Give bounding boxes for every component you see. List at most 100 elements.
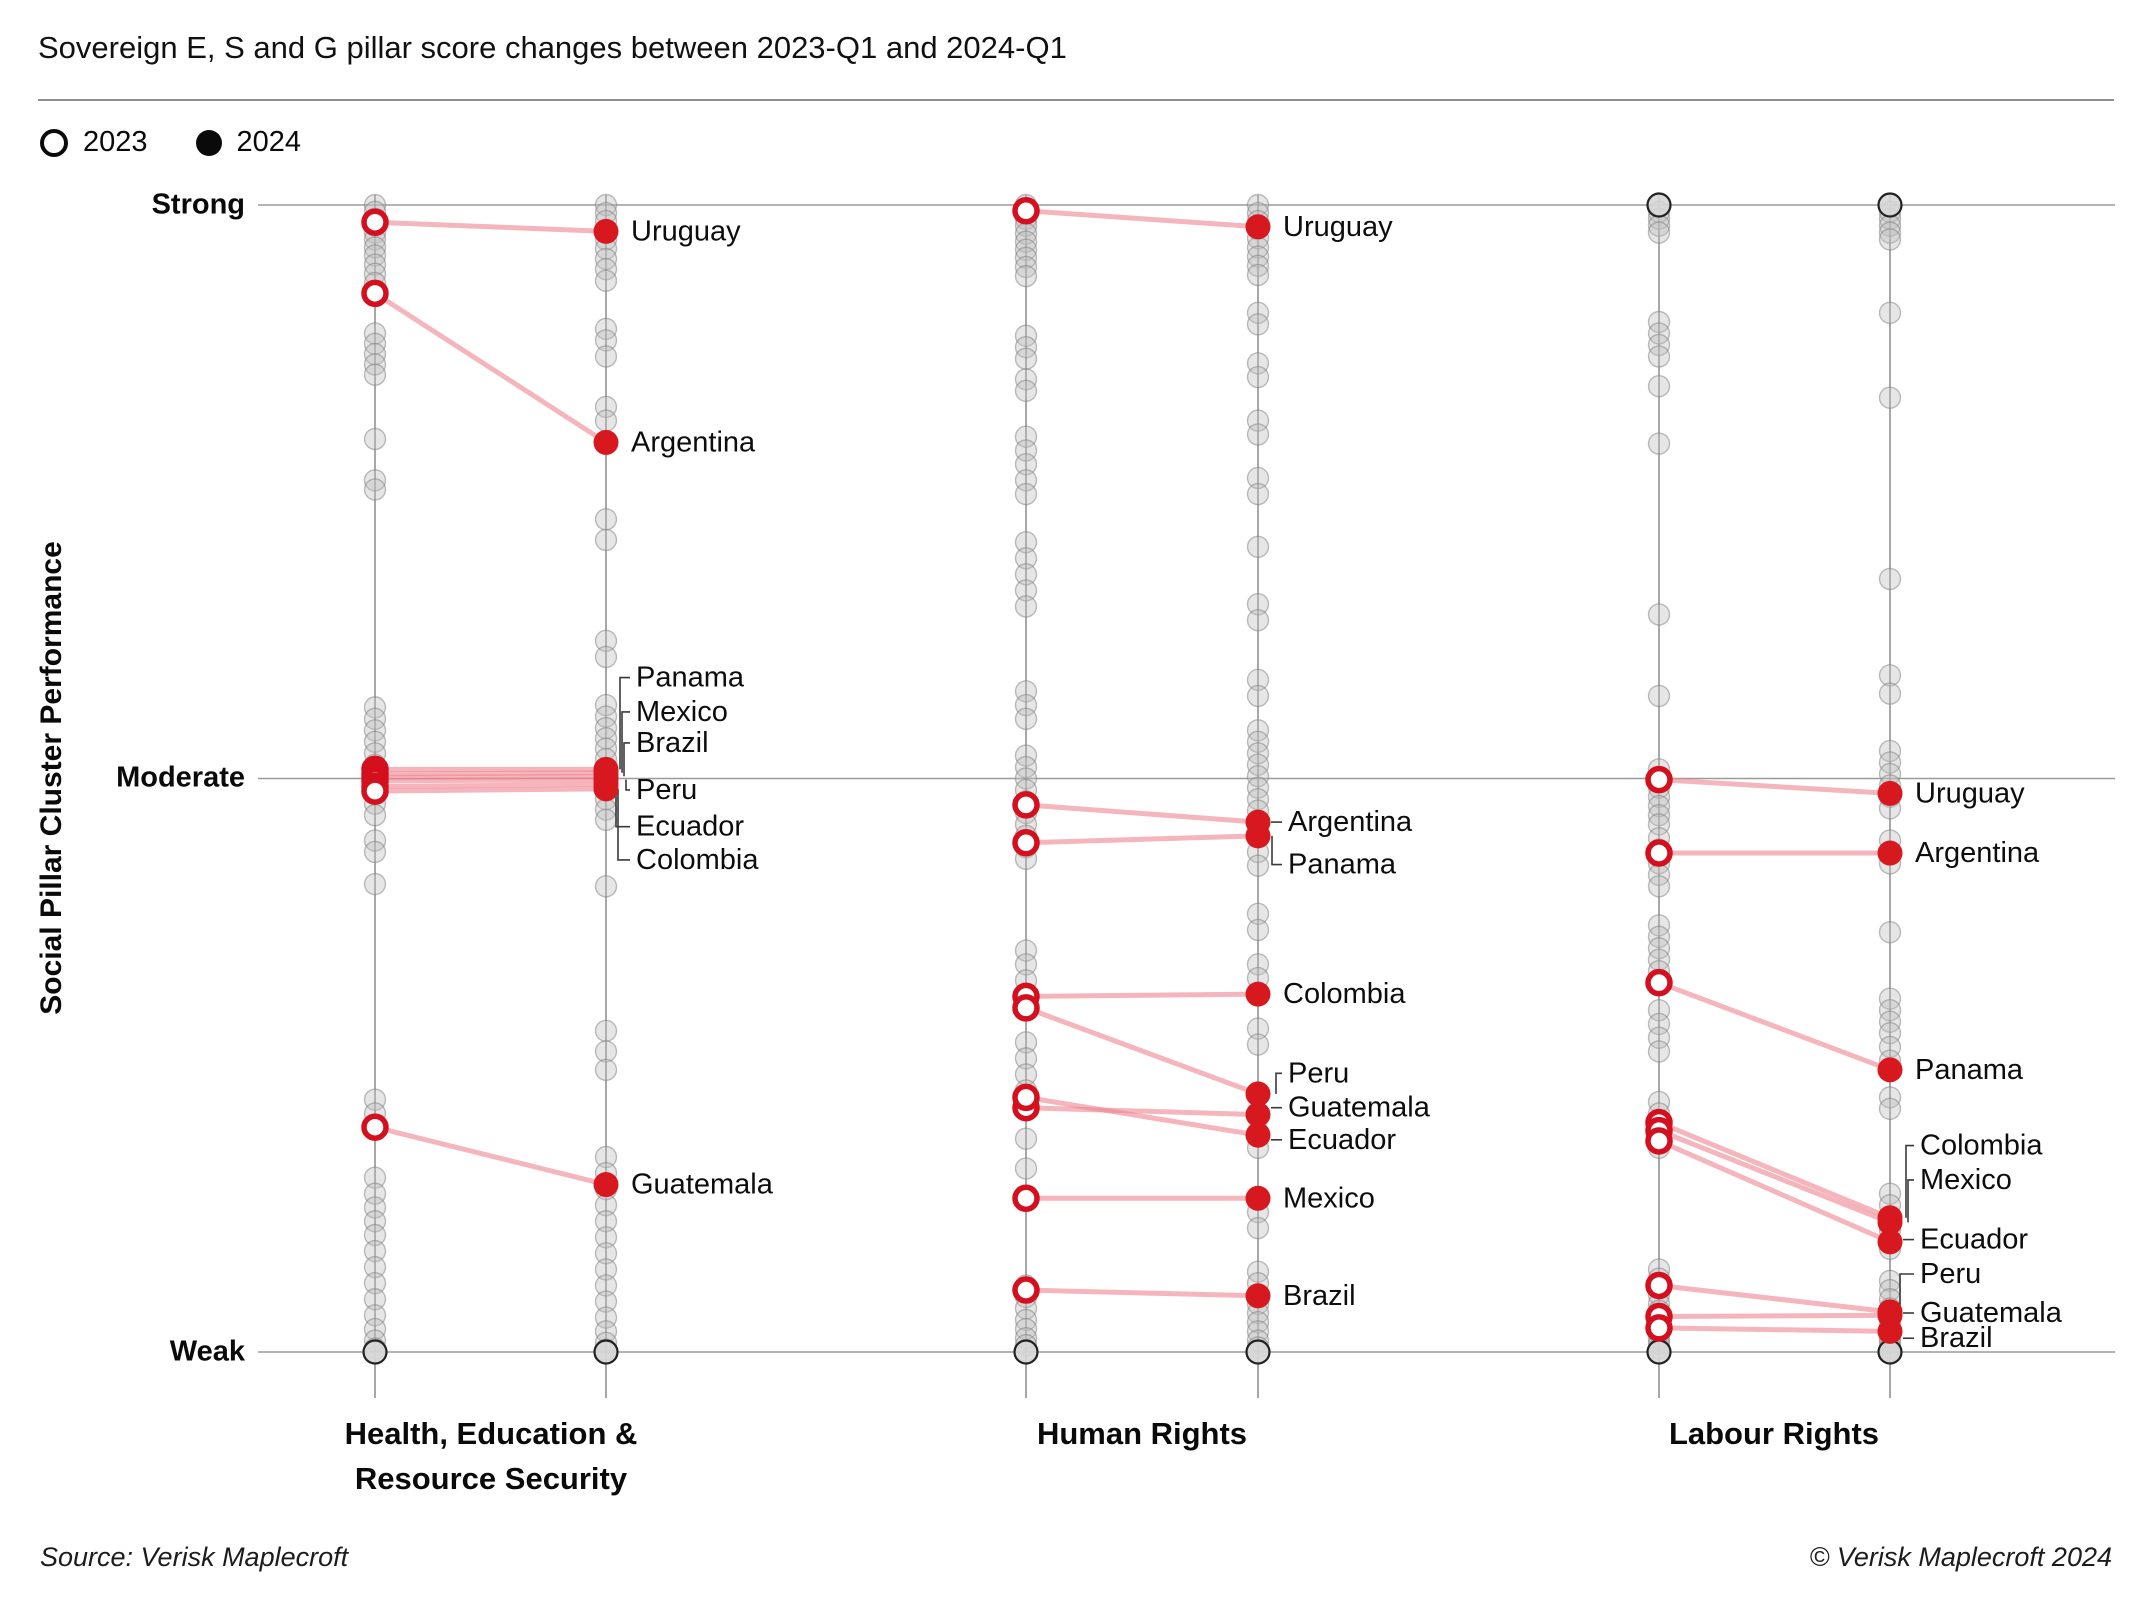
background-dot-2023 <box>1014 744 1038 767</box>
point-2023-panama <box>1645 968 1673 997</box>
change-line-colombia <box>1025 991 1259 999</box>
y-axis-label: Social Pillar Cluster Performance <box>35 541 68 1015</box>
extreme-dot-2024 <box>1877 1339 1903 1365</box>
background-dot-2023 <box>1014 324 1038 347</box>
change-line-ecuador <box>374 781 607 790</box>
background-dot-2023 <box>363 1288 387 1311</box>
point-2024-peru <box>1245 1081 1271 1107</box>
country-label-ecuador: Ecuador <box>636 811 744 843</box>
background-dot-2023 <box>1647 345 1671 368</box>
background-dot-2024 <box>1246 535 1270 559</box>
point-2023-panama <box>1012 828 1040 857</box>
point-2024-ecuador <box>1245 1122 1271 1148</box>
leader-line-peru <box>1899 1273 1914 1312</box>
country-label-argentina: Argentina <box>1288 806 1413 838</box>
background-dot-2024 <box>1246 482 1270 506</box>
point-2023-uruguay <box>1645 765 1673 794</box>
background-dot-2024 <box>1246 1017 1270 1040</box>
change-line-brazil <box>374 773 607 780</box>
background-dot-2023 <box>1014 379 1038 403</box>
leader-line-ecuador <box>615 784 630 828</box>
background-dot-2023 <box>1647 375 1671 398</box>
change-line-panama <box>1658 980 1891 1073</box>
background-dot-2023 <box>363 469 387 492</box>
background-dot-2023 <box>1014 255 1038 279</box>
background-dot-2023 <box>363 236 387 259</box>
country-label-brazil: Brazil <box>1920 1322 1993 1354</box>
background-dot-2024 <box>594 329 618 352</box>
point-2023-ecuador <box>1012 1083 1040 1112</box>
point-2024-uruguay <box>593 218 619 244</box>
point-2024-colombia <box>1245 981 1271 1007</box>
background-dot-2023 <box>363 1271 387 1295</box>
source-note: Source: Verisk Maplecroft <box>40 1542 349 1572</box>
extreme-dot-2024 <box>1877 192 1903 218</box>
background-dot-2023 <box>1647 432 1671 455</box>
background-dot-2023 <box>1014 531 1038 554</box>
country-label-guatemala: Guatemala <box>631 1169 774 1201</box>
point-2024-argentina <box>1877 840 1903 866</box>
background-dot-2023 <box>1647 684 1671 708</box>
background-dot-2023 <box>363 1255 387 1279</box>
title-divider <box>38 99 2114 101</box>
background-dot-2024 <box>1246 918 1270 942</box>
background-dot-2023 <box>1014 368 1038 391</box>
leader-line-colombia <box>617 788 630 861</box>
leader-line-peru <box>625 779 630 791</box>
background-dot-2024 <box>1246 301 1270 325</box>
background-dot-2024 <box>594 258 618 281</box>
point-2023-peru <box>1012 994 1040 1022</box>
ytick-weak: Weak <box>169 1335 245 1368</box>
background-dot-2024 <box>1246 742 1270 765</box>
country-label-panama: Panama <box>1915 1054 2024 1086</box>
background-dot-2023 <box>363 478 387 501</box>
point-2023-colombia <box>361 777 389 805</box>
country-label-mexico: Mexico <box>1283 1182 1375 1214</box>
background-dot-2023 <box>1014 953 1038 976</box>
country-label-mexico: Mexico <box>636 696 728 728</box>
background-dot-2024 <box>594 269 618 292</box>
background-dot-2023 <box>363 872 387 896</box>
filled-circle-2024-icon <box>195 129 222 156</box>
background-dot-2024 <box>1246 719 1270 742</box>
background-dot-2024 <box>594 317 618 341</box>
background-dot-2023 <box>363 363 387 386</box>
background-dot-2023 <box>363 244 387 267</box>
background-dot-2024 <box>594 808 618 831</box>
background-dot-2024 <box>1878 998 1902 1022</box>
point-2023-argentina <box>361 279 389 308</box>
background-dot-2024 <box>1878 920 1902 944</box>
background-dot-2024 <box>594 1019 618 1043</box>
extreme-dot-2024 <box>1245 1339 1271 1365</box>
change-line-argentina <box>373 291 608 445</box>
change-line-guatemala <box>1658 1312 1891 1319</box>
change-line-peru <box>374 777 607 784</box>
country-label-argentina: Argentina <box>1915 837 2040 869</box>
background-dot-2024 <box>594 1226 618 1249</box>
background-dot-2024 <box>1246 423 1270 446</box>
point-2023-peru <box>1645 1271 1673 1300</box>
background-dot-2023 <box>1647 310 1671 334</box>
background-dot-2023 <box>1014 579 1038 602</box>
leader-line-mexico <box>621 711 630 773</box>
background-dot-2024 <box>1246 245 1270 268</box>
background-dot-2024 <box>1878 664 1902 687</box>
point-2024-guatemala <box>1245 1102 1271 1128</box>
background-dot-2024 <box>1878 386 1902 409</box>
background-dot-2023 <box>1014 453 1038 476</box>
leader-line-peru <box>1275 1072 1282 1094</box>
background-dot-2023 <box>1014 347 1038 370</box>
background-dot-2024 <box>1878 1097 1902 1121</box>
country-label-uruguay: Uruguay <box>1283 211 1393 243</box>
background-dot-2023 <box>1014 563 1038 586</box>
country-label-guatemala: Guatemala <box>1288 1092 1431 1124</box>
background-dot-2023 <box>363 829 387 852</box>
background-dot-2024 <box>1246 263 1270 287</box>
background-dot-2024 <box>1878 228 1902 251</box>
open-circle-2023-icon <box>40 128 68 157</box>
background-dot-2024 <box>1878 221 1902 244</box>
background-dot-2024 <box>1246 365 1270 389</box>
change-line-colombia <box>1658 1120 1891 1221</box>
background-dot-2023 <box>1647 794 1671 818</box>
